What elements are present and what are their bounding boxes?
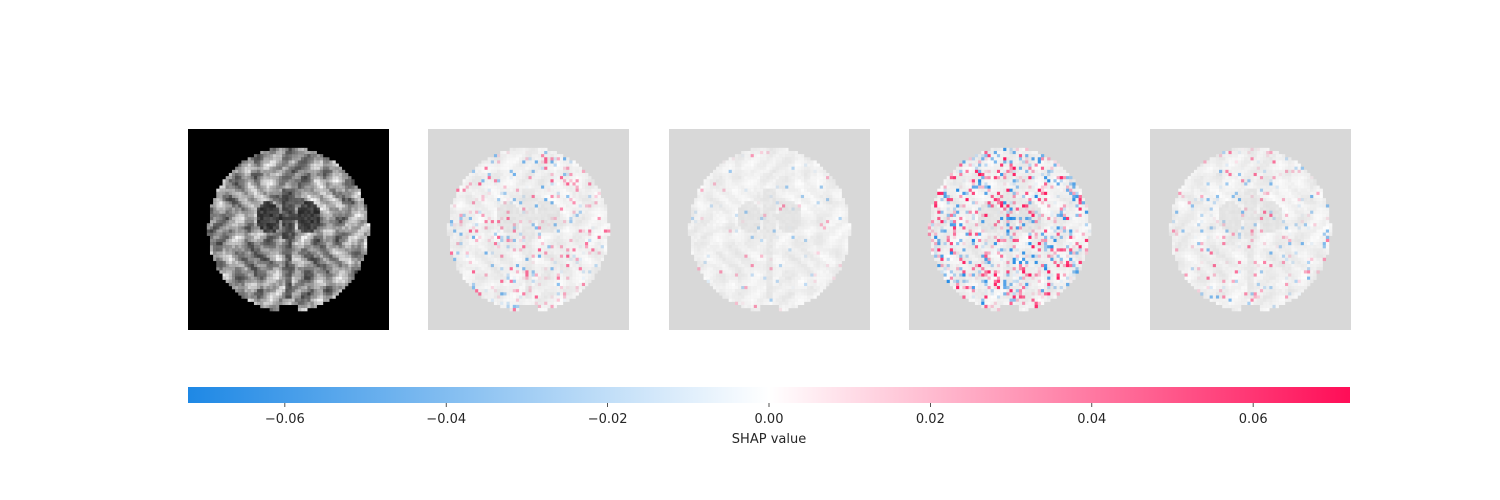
- colorbar-ticks: −0.06 −0.04 −0.02 0.00 0.02 0.04 0.06: [265, 403, 1268, 427]
- colorbar-tick-label: −0.02: [588, 412, 628, 427]
- shap-map-1: [428, 129, 629, 330]
- input-image: [188, 129, 389, 330]
- colorbar-gradient: [188, 387, 1350, 403]
- shap-map-2-panel: [669, 129, 870, 330]
- colorbar-tick-label: −0.04: [426, 412, 466, 427]
- shap-map-4-panel: [1150, 129, 1351, 330]
- shap-map-2-pixels: [687, 147, 852, 312]
- colorbar-label: SHAP value: [732, 432, 806, 447]
- colorbar-tick-label: 0.00: [755, 412, 784, 427]
- shap-map-1-panel: [428, 129, 629, 330]
- shap-map-3: [909, 129, 1110, 330]
- shap-map-3-panel: [909, 129, 1110, 330]
- colorbar-tick-label: 0.04: [1077, 412, 1106, 427]
- shap-map-1-pixels: [446, 147, 611, 312]
- shap-map-4-pixels: [1168, 147, 1333, 312]
- colorbar-tick-label: 0.02: [916, 412, 945, 427]
- colorbar-tick-label: 0.06: [1239, 412, 1268, 427]
- shap-map-3-pixels: [927, 147, 1092, 312]
- colorbar-tick-label: −0.06: [265, 412, 305, 427]
- shap-map-4: [1150, 129, 1351, 330]
- input-image-pixels: [206, 147, 371, 312]
- shap-map-2: [669, 129, 870, 330]
- input-image-panel: [188, 129, 389, 330]
